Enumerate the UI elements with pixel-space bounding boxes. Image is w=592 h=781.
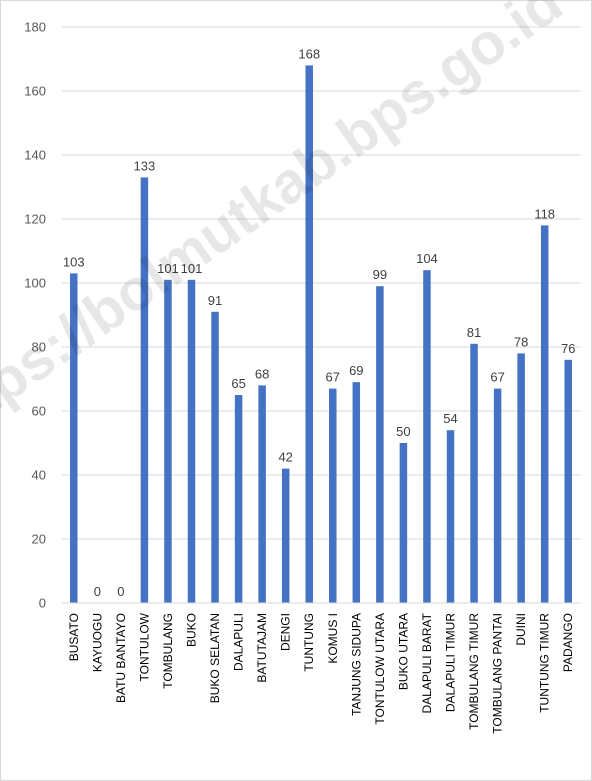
- bar: [446, 430, 455, 603]
- y-tick-label: 40: [32, 468, 46, 483]
- bar: [234, 395, 243, 603]
- category-label: TOMBULANG TIMUR: [467, 613, 481, 730]
- y-tick-label: 80: [32, 340, 46, 355]
- bar: [211, 311, 219, 603]
- data-label: 133: [134, 158, 156, 173]
- y-tick-label: 100: [24, 276, 46, 291]
- bar: [140, 177, 149, 603]
- category-label: BUSATO: [67, 613, 81, 661]
- category-label: TUNTUNG: [302, 613, 316, 672]
- category-label: DUINI: [514, 613, 528, 646]
- data-label: 76: [561, 341, 575, 356]
- y-tick-label: 140: [24, 148, 46, 163]
- y-tick-label: 120: [24, 212, 46, 227]
- data-label: 103: [63, 254, 85, 269]
- data-label: 91: [208, 293, 222, 308]
- data-label: 68: [255, 366, 269, 381]
- bars: [70, 65, 572, 603]
- bar: [540, 225, 549, 603]
- data-label: 81: [467, 325, 481, 340]
- category-label: BUKO: [185, 613, 199, 647]
- data-label: 99: [373, 267, 387, 282]
- data-label: 0: [117, 584, 124, 599]
- data-label: 101: [181, 261, 203, 276]
- bar: [564, 359, 572, 603]
- watermark-text: https://bolmutkab.bps.go.id: [0, 0, 574, 459]
- bar: [187, 279, 196, 603]
- data-label: 78: [514, 334, 528, 349]
- bar: [281, 468, 290, 603]
- category-label: KOMUS I: [326, 613, 340, 664]
- data-label: 67: [490, 370, 504, 385]
- data-label: 168: [298, 46, 320, 61]
- data-label: 65: [231, 376, 245, 391]
- data-label: 54: [443, 411, 457, 426]
- y-tick-label: 20: [32, 532, 46, 547]
- y-axis-ticks: 0 20 40 60 80 100 120 140 160 180: [24, 20, 46, 611]
- bar: [305, 65, 313, 603]
- y-tick-label: 160: [24, 84, 46, 99]
- data-label: 42: [278, 450, 292, 465]
- data-label: 118: [534, 206, 555, 221]
- bar: [423, 270, 431, 603]
- data-label: 69: [349, 363, 363, 378]
- watermark: https://bolmutkab.bps.go.id: [0, 0, 574, 459]
- category-label: TUNTUNG TIMUR: [538, 613, 552, 713]
- bar: [399, 443, 408, 603]
- data-label: 101: [157, 261, 179, 276]
- x-axis-categories: BUSATO KAYUOGU BATU BANTAYO TONTULOW TOMBULA…: [67, 612, 575, 733]
- data-label: 67: [326, 370, 340, 385]
- data-label: 0: [94, 584, 101, 599]
- bar: [258, 385, 266, 603]
- bar: [352, 382, 361, 603]
- bar: [493, 388, 502, 603]
- bar: [70, 273, 78, 603]
- category-label: TANJUNG SIDUPA: [349, 613, 363, 716]
- category-label: BUKO UTARA: [396, 613, 410, 690]
- y-tick-label: 60: [32, 404, 46, 419]
- bar: [470, 343, 478, 603]
- data-label: 50: [396, 424, 410, 439]
- bar: [329, 388, 337, 603]
- category-label: TONTULOW: [137, 612, 151, 681]
- category-label: TOMBULANG: [161, 613, 175, 689]
- category-label: BATU BANTAYO: [114, 613, 128, 703]
- category-label: KAYUOGU: [90, 613, 104, 672]
- category-label: DALAPULI: [232, 613, 246, 671]
- category-label: BUKO SELATAN: [208, 613, 222, 703]
- category-label: TONTULOW UTARA: [373, 613, 387, 725]
- category-label: DALAPULI BARAT: [420, 612, 434, 713]
- category-label: PADANGO: [561, 613, 575, 672]
- y-tick-label: 180: [24, 20, 46, 35]
- category-label: DENGI: [279, 613, 293, 651]
- category-label: TOMBULANG PANTAI: [491, 613, 505, 734]
- data-labels: 103 0 0 133 101 101 91 65 68 42 168 67 69 99 50 104 54 81…: [63, 46, 576, 599]
- bar: [376, 286, 384, 603]
- bar: [164, 279, 172, 603]
- category-label: BATUTAJAM: [255, 613, 269, 683]
- y-tick-label: 0: [39, 596, 46, 611]
- category-label: DALAPULI TIMUR: [444, 613, 458, 712]
- data-label: 104: [416, 251, 438, 266]
- bar: [517, 353, 525, 603]
- gridlines: [62, 26, 580, 540]
